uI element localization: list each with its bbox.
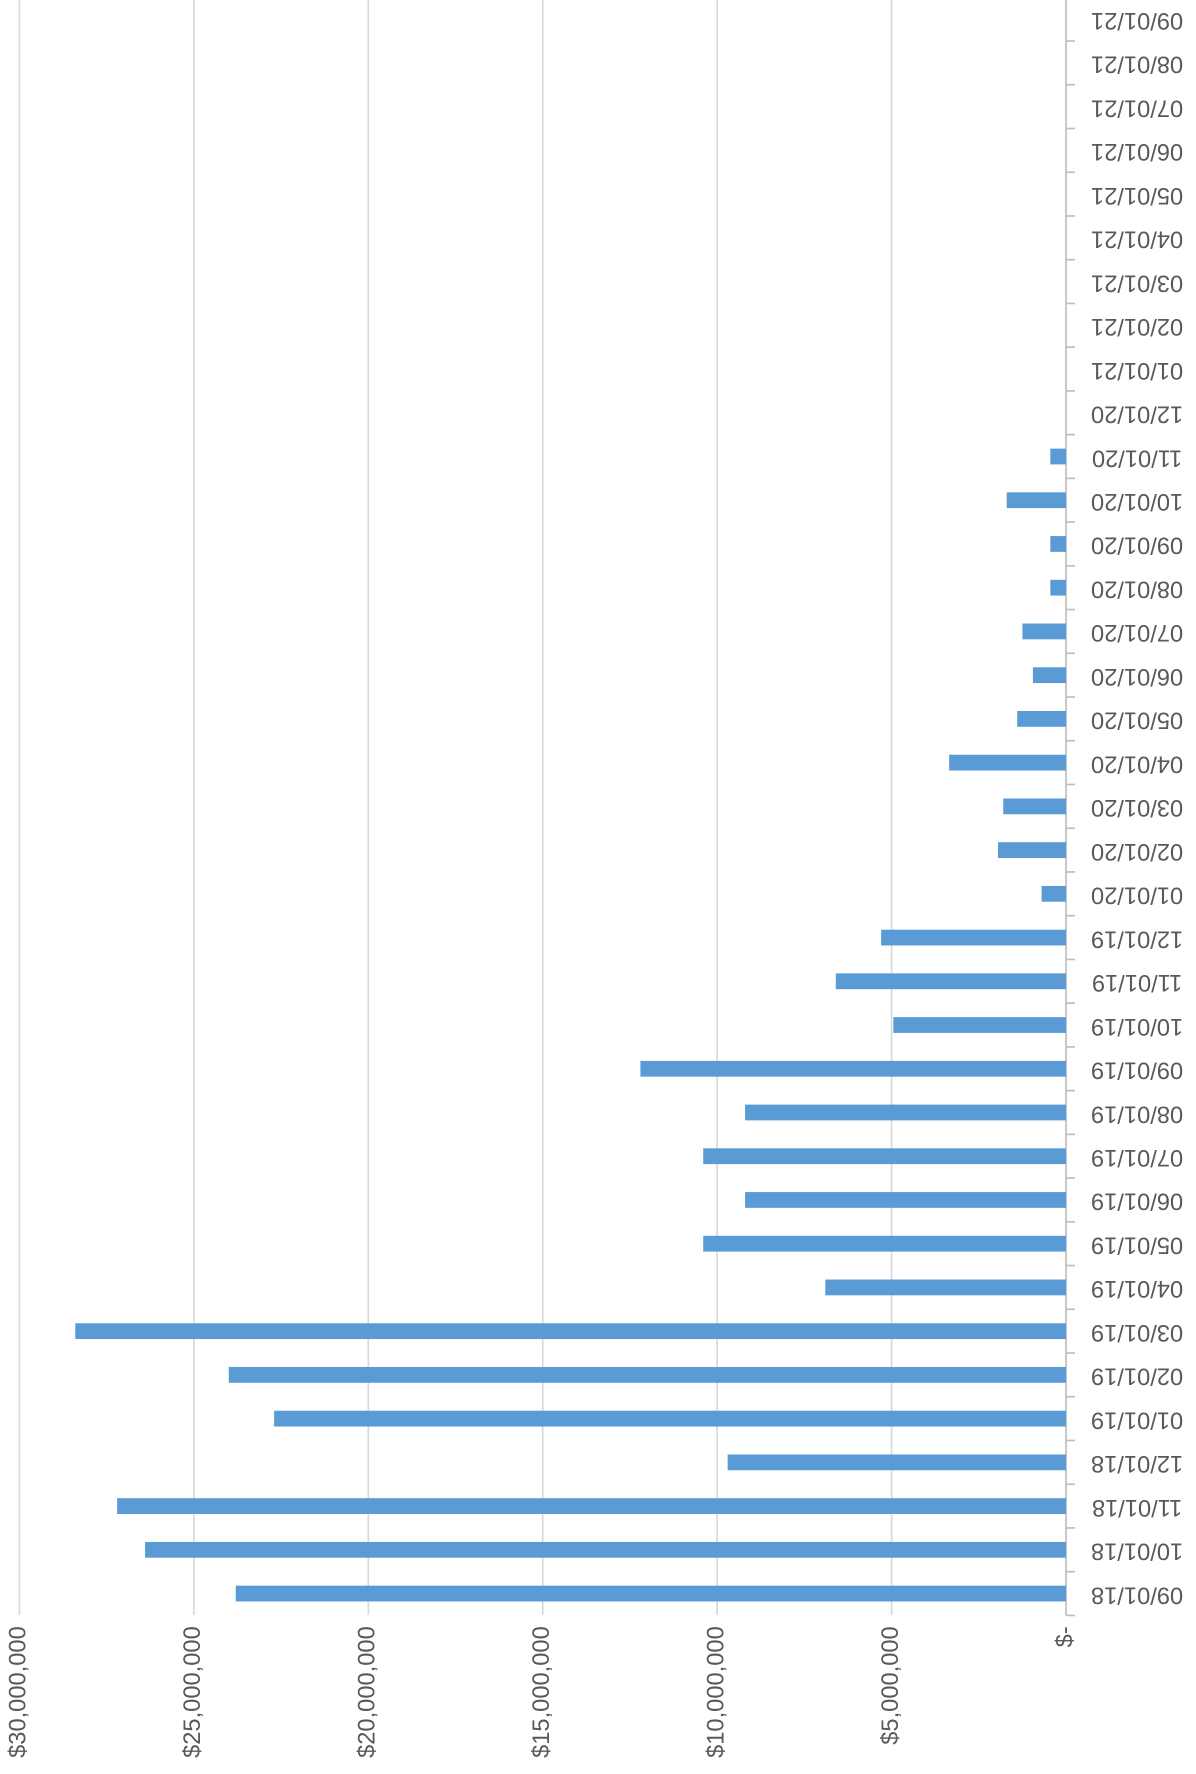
bar <box>228 1366 1067 1383</box>
x-tick-label: 11/01/19 <box>1092 969 1182 995</box>
y-tick-label: $20,000,000 <box>355 1626 381 1758</box>
x-tick-label: 10/01/18 <box>1091 1538 1183 1564</box>
bar <box>703 1235 1067 1252</box>
x-tick-label: 01/01/19 <box>1091 1406 1183 1432</box>
bar <box>745 1104 1067 1121</box>
bar <box>727 1454 1067 1471</box>
x-tick-label: 02/01/19 <box>1091 1363 1183 1389</box>
bar <box>825 1279 1067 1296</box>
bar <box>640 1060 1067 1077</box>
x-tick-label: 10/01/20 <box>1091 488 1183 514</box>
y-tick-label: $30,000,000 <box>6 1626 32 1758</box>
x-tick-label: 05/01/19 <box>1091 1231 1183 1257</box>
x-tick-label: 10/01/19 <box>1091 1013 1183 1039</box>
x-tick-label: 11/01/20 <box>1092 444 1182 470</box>
x-tick-label: 08/01/20 <box>1091 575 1183 601</box>
bar <box>1003 798 1067 815</box>
bar <box>75 1323 1067 1340</box>
bar <box>881 929 1067 946</box>
x-tick-label: 09/01/20 <box>1091 532 1183 558</box>
x-tick-label: 07/01/19 <box>1091 1144 1183 1170</box>
bar <box>893 1017 1067 1033</box>
bar <box>1022 623 1067 640</box>
bar <box>703 1148 1067 1165</box>
x-tick-label: 09/01/18 <box>1091 1581 1183 1607</box>
y-tick-label: $15,000,000 <box>529 1626 555 1758</box>
bar <box>1050 579 1067 596</box>
x-tick-label: 04/01/20 <box>1091 750 1183 776</box>
x-tick-label: 09/01/21 <box>1091 7 1183 33</box>
x-tick-label: 06/01/21 <box>1091 138 1183 164</box>
bar <box>745 1192 1067 1208</box>
x-tick-label: 05/01/20 <box>1091 707 1183 733</box>
x-tick-label: 01/01/21 <box>1091 357 1183 383</box>
bar <box>1006 492 1067 509</box>
y-tick-label: $- <box>1052 1626 1078 1647</box>
x-tick-label: 12/01/18 <box>1091 1450 1183 1476</box>
x-tick-label: 06/01/19 <box>1091 1188 1183 1214</box>
bar <box>998 842 1067 858</box>
x-tick-label: 08/01/19 <box>1091 1100 1183 1126</box>
bar <box>235 1585 1067 1602</box>
x-tick-label: 02/01/21 <box>1091 313 1183 339</box>
bar <box>1050 448 1067 465</box>
x-tick-label: 03/01/21 <box>1091 269 1183 295</box>
y-tick-label: $5,000,000 <box>878 1626 904 1744</box>
x-tick-label: 01/01/20 <box>1091 882 1183 908</box>
x-tick-label: 04/01/19 <box>1091 1275 1183 1301</box>
bar <box>1050 536 1067 552</box>
bar <box>1017 711 1067 727</box>
x-tick-label: 12/01/20 <box>1091 401 1183 427</box>
x-tick-label: 11/01/18 <box>1092 1494 1182 1520</box>
bar <box>1032 667 1067 684</box>
x-tick-label: 12/01/19 <box>1091 925 1183 951</box>
bar <box>1041 885 1067 902</box>
bar <box>274 1410 1067 1427</box>
bar <box>145 1541 1067 1558</box>
bar <box>835 973 1067 990</box>
x-tick-label: 07/01/21 <box>1091 94 1183 120</box>
x-tick-label: 08/01/21 <box>1091 51 1183 77</box>
x-tick-label: 07/01/20 <box>1091 619 1183 645</box>
y-tick-label: $10,000,000 <box>703 1626 729 1758</box>
x-tick-label: 03/01/20 <box>1091 794 1183 820</box>
y-tick-label: $25,000,000 <box>180 1626 206 1758</box>
x-tick-label: 02/01/20 <box>1091 838 1183 864</box>
bar <box>117 1498 1067 1514</box>
x-tick-label: 06/01/20 <box>1091 663 1183 689</box>
x-tick-label: 03/01/19 <box>1091 1319 1183 1345</box>
x-tick-label: 04/01/21 <box>1091 226 1183 252</box>
bar <box>949 754 1067 771</box>
x-tick-label: 05/01/21 <box>1091 182 1183 208</box>
x-tick-label: 09/01/19 <box>1091 1057 1183 1083</box>
